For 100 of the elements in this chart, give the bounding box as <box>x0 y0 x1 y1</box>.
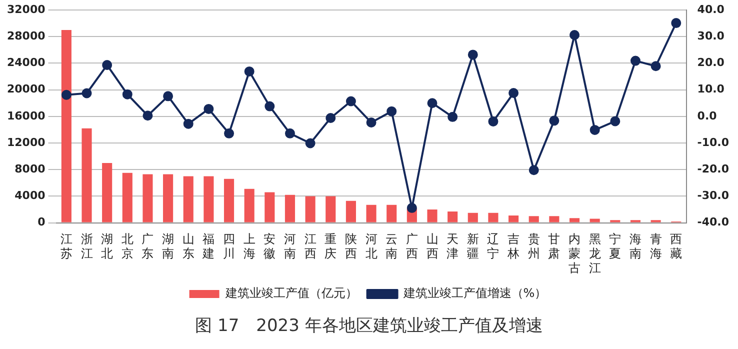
bar <box>305 196 316 222</box>
point <box>448 112 458 122</box>
x-tick-label: 山西 <box>426 232 438 261</box>
legend-label: 建筑业竣工产值增速（%） <box>402 286 547 300</box>
x-tick-label: 天津 <box>446 232 459 261</box>
bar <box>549 216 560 222</box>
point <box>488 116 498 126</box>
bar <box>82 128 92 222</box>
x-tick-label: 海南 <box>629 232 642 261</box>
x-tick-label: 广东 <box>142 232 154 261</box>
x-tick-label: 西藏 <box>670 232 682 261</box>
point <box>570 30 580 40</box>
bar <box>346 200 356 222</box>
bar <box>163 174 174 222</box>
x-tick-label: 贵州 <box>528 232 540 261</box>
point <box>427 98 438 108</box>
y2-tick-label: 10.0 <box>697 82 725 96</box>
point <box>204 104 214 114</box>
x-tick-label: 陕西 <box>344 232 357 261</box>
y-tick-label: 24000 <box>6 56 46 70</box>
x-tick-label: 上海 <box>243 232 256 261</box>
bar <box>284 194 296 222</box>
point <box>183 118 194 129</box>
point <box>142 110 153 121</box>
y2-tick-label: 20.0 <box>697 56 725 70</box>
point <box>590 124 600 135</box>
bar <box>488 212 498 222</box>
text: 图 17 2023 年各地区建筑业竣工产值及增速 <box>194 315 544 337</box>
y-tick-label: 28000 <box>6 29 46 42</box>
point <box>366 118 376 128</box>
bar <box>142 174 153 222</box>
y2-tick-label: -10.0 <box>697 136 730 149</box>
point <box>284 128 295 138</box>
y-tick-label: 8000 <box>14 162 46 176</box>
y2-tick-label: -30.0 <box>697 189 730 202</box>
x-tick-label: 北京 <box>121 232 134 261</box>
x-tick-label: 甘肃 <box>548 232 560 261</box>
bar <box>244 188 254 222</box>
bar <box>264 192 275 222</box>
legend-label: 建筑业竣工产值（亿元） <box>224 286 358 300</box>
x-tick-label: 宁夏 <box>609 232 622 261</box>
point <box>122 89 132 100</box>
y-tick-label: 0 <box>38 216 46 229</box>
bar <box>569 218 580 222</box>
x-tick-label: 山东 <box>182 232 194 261</box>
point <box>163 91 174 102</box>
bar <box>61 30 72 222</box>
bar <box>508 215 519 222</box>
bar <box>448 211 458 222</box>
x-tick-label: 浙江 <box>80 232 93 261</box>
bar <box>204 176 214 222</box>
bar <box>122 172 132 222</box>
point <box>224 128 234 138</box>
bar <box>102 162 112 222</box>
x-tick-label: 四川 <box>223 232 236 261</box>
y-tick-label: 32000 <box>6 2 46 16</box>
x-tick-label: 湖北 <box>101 232 114 261</box>
point <box>244 66 254 76</box>
point <box>406 202 417 213</box>
bar <box>528 216 539 222</box>
x-tick-label: 福建 <box>202 232 215 261</box>
point <box>630 56 640 66</box>
point <box>61 90 72 100</box>
x-tick-label: 辽宁 <box>487 232 500 261</box>
point <box>326 112 336 123</box>
x-tick-label: 云南 <box>386 232 398 261</box>
x-tick-label: 重庆 <box>324 232 337 261</box>
x-tick-label: 广西 <box>406 232 418 261</box>
y-tick-label: 4000 <box>14 189 46 202</box>
y2-tick-label: -40.0 <box>697 216 730 229</box>
y2-tick-label: 40.0 <box>697 2 725 16</box>
y-tick-label: 12000 <box>6 136 46 149</box>
x-tick-label: 内蒙古 <box>568 232 581 275</box>
point <box>508 88 519 98</box>
x-tick-label: 河北 <box>365 232 378 261</box>
y2-tick-label: -20.0 <box>697 162 730 176</box>
bar <box>386 204 397 222</box>
point <box>528 165 539 176</box>
x-tick-label: 河南 <box>284 232 296 261</box>
x-tick-label: 青海 <box>650 232 662 261</box>
x-tick-label: 安徽 <box>264 232 276 261</box>
y2-tick-label: 0.0 <box>697 109 718 122</box>
point <box>305 138 316 148</box>
bar <box>468 212 478 222</box>
bar <box>326 196 336 222</box>
x-tick-label: 吉林 <box>506 232 520 261</box>
point <box>610 116 620 126</box>
point <box>386 106 397 116</box>
x-tick-label: 江西 <box>304 232 316 261</box>
point <box>468 50 478 60</box>
point <box>671 18 682 28</box>
x-tick-label: 江苏 <box>60 232 72 261</box>
y-tick-label: 16000 <box>6 109 46 122</box>
point <box>346 96 356 106</box>
point <box>102 60 112 70</box>
bar <box>366 204 376 222</box>
point <box>264 101 275 112</box>
bar <box>590 218 600 222</box>
bar <box>224 178 234 222</box>
y2-tick-label: 30.0 <box>697 29 725 42</box>
